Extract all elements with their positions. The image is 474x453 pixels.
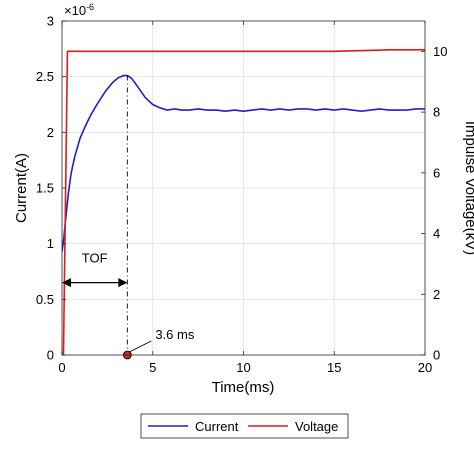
y-right-tick-label: 10	[433, 44, 447, 59]
y-left-tick-label: 2	[47, 125, 54, 140]
legend: Current Voltage	[140, 413, 349, 439]
x-tick-label: 15	[327, 360, 341, 375]
y-right-tick-label: 0	[433, 348, 440, 363]
exponent-label: ×10-6	[64, 2, 94, 18]
y-right-tick-label: 6	[433, 165, 440, 180]
series-layer	[62, 49, 425, 355]
exponent-power: -6	[86, 2, 94, 12]
tof-label: TOF	[82, 251, 108, 266]
y-left-tick-label: 1	[47, 236, 54, 251]
marker-label: 3.6 ms	[155, 327, 195, 342]
y-axis-label-left: Current(A)	[13, 153, 30, 223]
x-tick-label: 20	[418, 360, 432, 375]
tof-arrowhead-left	[62, 278, 71, 288]
y-left-tick-label: 2.5	[36, 69, 54, 84]
y-right-tick-label: 8	[433, 105, 440, 120]
series-line-current	[62, 74, 425, 252]
y-left-tick-label: 3	[47, 14, 54, 29]
y-left-tick-label: 0.5	[36, 292, 54, 307]
x-tick-label: 10	[236, 360, 250, 375]
legend-current-label: Current	[195, 419, 239, 434]
marker-leader-line	[129, 340, 152, 353]
x-axis-label: Time(ms)	[212, 379, 275, 396]
y-right-tick-label: 2	[433, 287, 440, 302]
tof-arrowhead-right	[118, 278, 128, 288]
y-left-tick-label: 0	[47, 348, 54, 363]
y-axis-label-right: Impulse Voltage(kV)	[462, 121, 474, 255]
y-left-tick-label: 1.5	[36, 181, 54, 196]
y-right-tick-label: 4	[433, 226, 440, 241]
x-tick-label: 0	[58, 360, 65, 375]
x-tick-label: 5	[149, 360, 156, 375]
legend-voltage-label: Voltage	[295, 419, 338, 434]
series-line-voltage	[62, 49, 425, 355]
